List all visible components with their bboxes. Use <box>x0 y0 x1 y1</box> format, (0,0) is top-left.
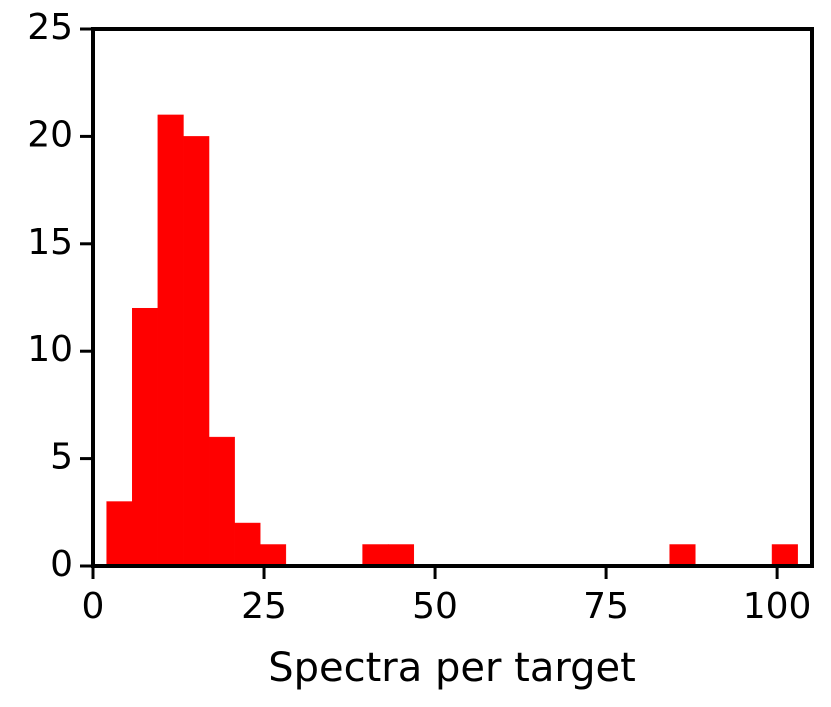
x-tick-label: 50 <box>412 586 458 627</box>
bar <box>208 436 235 567</box>
bar <box>259 544 287 567</box>
bar <box>106 501 133 567</box>
bar <box>132 307 159 567</box>
x-tick-label: 100 <box>743 586 812 627</box>
bar <box>183 136 210 567</box>
y-tick-label: 0 <box>50 544 73 585</box>
bar <box>669 544 696 567</box>
x-tick-label: 0 <box>82 586 105 627</box>
x-tick-label: 75 <box>583 586 629 627</box>
bar <box>234 522 261 567</box>
bar <box>387 544 415 567</box>
bar <box>771 544 798 567</box>
y-tick-label: 15 <box>27 222 73 263</box>
bar <box>157 114 184 567</box>
y-tick-label: 5 <box>50 437 73 478</box>
y-tick-label: 25 <box>27 7 73 48</box>
x-tick-label: 25 <box>241 586 287 627</box>
plot-frame <box>91 27 814 568</box>
y-tick-label: 20 <box>27 114 73 155</box>
bar <box>362 544 389 567</box>
x-axis-label: Spectra per target <box>268 645 636 691</box>
y-tick-label: 10 <box>27 329 73 370</box>
